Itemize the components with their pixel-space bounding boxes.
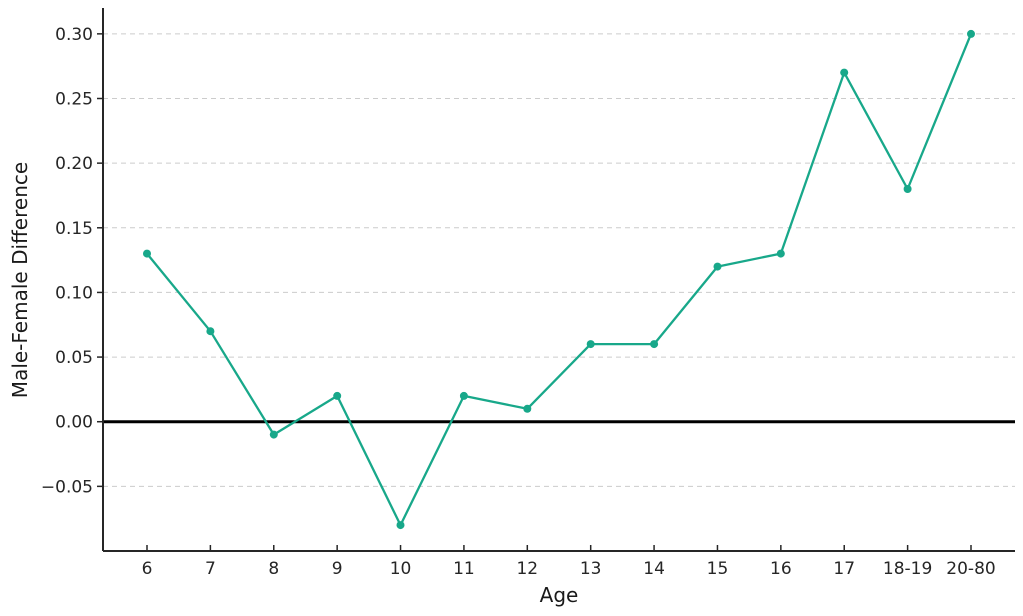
x-tick-label: 14 bbox=[643, 559, 665, 579]
y-tick-label: 0.10 bbox=[55, 283, 93, 303]
data-line bbox=[145, 32, 973, 527]
data-point bbox=[206, 327, 215, 336]
y-axis-label: Male-Female Difference bbox=[8, 162, 32, 398]
x-tick-label: 13 bbox=[580, 559, 602, 579]
x-tick-label: 6 bbox=[142, 559, 153, 579]
x-tick-label: 8 bbox=[268, 559, 279, 579]
y-tick-label: 0.20 bbox=[55, 154, 93, 174]
data-point bbox=[143, 249, 151, 258]
x-tick-label: 11 bbox=[453, 559, 475, 579]
x-tick-label: 17 bbox=[833, 559, 855, 579]
data-point bbox=[713, 262, 722, 271]
data-point bbox=[396, 521, 405, 530]
x-tick-label: 10 bbox=[390, 559, 412, 579]
x-tick-label: 9 bbox=[332, 559, 343, 579]
data-series bbox=[143, 29, 975, 530]
data-point bbox=[269, 430, 278, 439]
data-point bbox=[967, 29, 975, 38]
y-tick-label: 0.05 bbox=[55, 348, 93, 368]
axes: −0.05 0.00 0.05 0.10 0.15 0.20 0.25 0.30 6 7 8 9 10 1… bbox=[41, 8, 1015, 579]
data-point bbox=[776, 249, 785, 258]
x-tick-label: 18-19 bbox=[883, 559, 932, 579]
x-tick-label: 20-80 bbox=[946, 559, 995, 579]
y-tick-label: 0.15 bbox=[55, 219, 93, 239]
y-tick-label: 0.25 bbox=[55, 90, 93, 110]
data-point bbox=[523, 404, 532, 413]
data-point bbox=[333, 391, 342, 400]
x-tick-label: 16 bbox=[770, 559, 792, 579]
y-tick-label: 0.00 bbox=[55, 413, 93, 433]
grid bbox=[103, 33, 1015, 487]
x-tick-label: 15 bbox=[707, 559, 729, 579]
x-tick-label: 7 bbox=[205, 559, 216, 579]
x-axis-label: Age bbox=[540, 583, 579, 607]
y-tick-label: −0.05 bbox=[41, 477, 93, 497]
data-point bbox=[903, 185, 912, 193]
data-point bbox=[586, 340, 595, 349]
x-tick-label: 12 bbox=[516, 559, 538, 579]
data-point bbox=[650, 340, 659, 349]
data-point bbox=[840, 68, 849, 77]
data-point bbox=[459, 391, 468, 400]
y-tick-label: 0.30 bbox=[55, 25, 93, 45]
